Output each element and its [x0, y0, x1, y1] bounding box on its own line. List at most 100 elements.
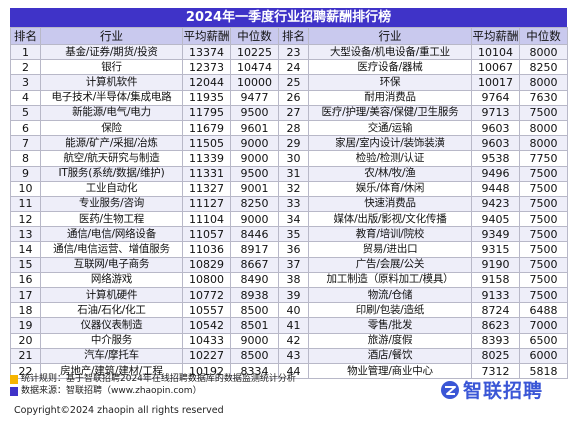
median-salary-cell: 8000 [519, 135, 568, 152]
rank-cell: 39 [278, 286, 309, 304]
avg-salary-cell: 9349 [471, 226, 520, 243]
industry-cell: 计算机硬件 [40, 286, 183, 304]
table-row: 3 计算机软件 12044 10000 25 环保 10017 8000 [10, 74, 568, 91]
rank-cell: 1 [10, 43, 41, 61]
median-salary-cell: 7500 [519, 226, 568, 243]
median-salary-cell: 7630 [519, 89, 568, 106]
industry-cell: 酒店/餐饮 [308, 347, 472, 364]
industry-cell: 电子技术/半导体/集成电路 [40, 89, 183, 106]
median-salary-cell: 9000 [230, 150, 279, 167]
rank-cell: 26 [278, 89, 309, 106]
stat-rule-text: 统计规则：基于智联招聘2024年在线招聘数据库的数据监测统计分析 [21, 374, 296, 384]
avg-salary-cell: 10192 [182, 362, 231, 380]
table-row: 12 医药/生物工程 11104 9000 34 媒体/出版/影视/文化传播 9405 750… [10, 211, 568, 228]
industry-cell: 医疗/护理/美容/保健/卫生服务 [308, 104, 472, 121]
median-salary-cell: 7500 [519, 211, 568, 228]
avg-salary-cell: 10104 [471, 43, 520, 61]
table-row: 1 基金/证券/期货/投资 13374 10225 23 大型设备/机电设备/重工业 101… [10, 43, 568, 61]
industry-cell: 航空/航天研究与制造 [40, 150, 183, 167]
avg-salary-cell: 9190 [471, 256, 520, 273]
table-row: 10 工业自动化 11327 9001 32 娱乐/体育/休闲 9448 7500 [10, 180, 568, 197]
industry-cell: 通信/电信/网络设备 [40, 226, 183, 243]
salary-ranking-table: 排名 行业 平均薪酬 中位数 排名 行业 平均薪酬 中位数 1 基金/证券/期货/… [10, 27, 568, 380]
avg-salary-cell: 10017 [471, 74, 520, 91]
avg-salary-cell: 11127 [182, 195, 231, 213]
source-note: 数据来源：智联招聘（www.zhaopin.com） [10, 385, 296, 397]
avg-salary-cell: 10557 [182, 302, 231, 319]
table-row: 18 石油/石化/化工 10557 8500 40 印刷/包装/造纸 8724 6488 [10, 302, 568, 319]
table-row: 20 中介服务 10433 9000 42 旅游/度假 8393 6500 [10, 332, 568, 349]
header-rank-right: 排名 [278, 27, 309, 45]
rank-cell: 33 [278, 195, 309, 213]
avg-salary-cell: 12373 [182, 59, 231, 76]
header-industry-right: 行业 [308, 27, 472, 45]
table-row: 8 航空/航天研究与制造 11339 9000 30 检验/检测/认证 9538 7750 [10, 150, 568, 167]
industry-cell: IT服务(系统/数据/维护) [40, 165, 183, 182]
avg-salary-cell: 11679 [182, 119, 231, 137]
median-salary-cell: 8250 [230, 195, 279, 213]
rank-cell: 36 [278, 241, 309, 258]
industry-cell: 石油/石化/化工 [40, 302, 183, 319]
industry-cell: 计算机软件 [40, 74, 183, 91]
source-text: 数据来源：智联招聘（www.zhaopin.com） [21, 386, 202, 396]
footnotes: 统计规则：基于智联招聘2024年在线招聘数据库的数据监测统计分析 数据来源：智联… [10, 373, 296, 397]
median-salary-cell: 8000 [519, 74, 568, 91]
industry-cell: 加工制造（原料加工/模具） [308, 271, 472, 289]
industry-cell: 汽车/摩托车 [40, 347, 183, 364]
rank-cell: 27 [278, 104, 309, 121]
median-salary-cell: 8938 [230, 286, 279, 304]
median-salary-cell: 8490 [230, 271, 279, 289]
industry-cell: 工业自动化 [40, 180, 183, 197]
avg-salary-cell: 9405 [471, 211, 520, 228]
logo-text: 智联招聘 [463, 380, 544, 402]
median-salary-cell: 10474 [230, 59, 279, 76]
blue-marker-icon [10, 386, 18, 396]
industry-cell: 耐用消费品 [308, 89, 472, 106]
rank-cell: 6 [10, 119, 41, 137]
rank-cell: 7 [10, 135, 41, 152]
table-row: 16 网络游戏 10800 8490 38 加工制造（原料加工/模具） 9158 7500 [10, 271, 568, 289]
rank-cell: 25 [278, 74, 309, 91]
industry-cell: 物流/仓储 [308, 286, 472, 304]
median-salary-cell: 9477 [230, 89, 279, 106]
avg-salary-cell: 9423 [471, 195, 520, 213]
avg-salary-cell: 10067 [471, 59, 520, 76]
median-salary-cell: 7500 [519, 104, 568, 121]
median-salary-cell: 9500 [230, 104, 279, 121]
avg-salary-cell: 9158 [471, 271, 520, 289]
median-salary-cell: 7500 [519, 241, 568, 258]
yellow-marker-icon [10, 374, 18, 384]
copyright-text: Copyright©2024 zhaopin all rights reserv… [14, 405, 224, 416]
median-salary-cell: 9000 [230, 211, 279, 228]
avg-salary-cell: 9764 [471, 89, 520, 106]
rank-cell: 28 [278, 119, 309, 137]
rank-cell: 42 [278, 332, 309, 349]
median-salary-cell: 8000 [519, 119, 568, 137]
rank-cell: 12 [10, 211, 41, 228]
rank-cell: 8 [10, 150, 41, 167]
avg-salary-cell: 10542 [182, 317, 231, 334]
median-salary-cell: 5818 [519, 362, 568, 380]
rank-cell: 14 [10, 241, 41, 258]
avg-salary-cell: 13374 [182, 43, 231, 61]
avg-salary-cell: 8623 [471, 317, 520, 334]
median-salary-cell: 6000 [519, 347, 568, 364]
industry-cell: 媒体/出版/影视/文化传播 [308, 211, 472, 228]
avg-salary-cell: 7312 [471, 362, 520, 380]
industry-cell: 贸易/进出口 [308, 241, 472, 258]
industry-cell: 物业管理/商业中心 [308, 362, 472, 380]
header-median-right: 中位数 [519, 27, 568, 45]
rank-cell: 16 [10, 271, 41, 289]
median-salary-cell: 6500 [519, 332, 568, 349]
avg-salary-cell: 8025 [471, 347, 520, 364]
median-salary-cell: 6488 [519, 302, 568, 319]
median-salary-cell: 7750 [519, 150, 568, 167]
table-row: 6 保险 11679 9601 28 交通/运输 9603 8000 [10, 119, 568, 137]
rank-cell: 31 [278, 165, 309, 182]
avg-salary-cell: 11505 [182, 135, 231, 152]
industry-cell: 医药/生物工程 [40, 211, 183, 228]
industry-cell: 能源/矿产/采掘/冶炼 [40, 135, 183, 152]
median-salary-cell: 9000 [230, 135, 279, 152]
median-salary-cell: 8500 [230, 347, 279, 364]
avg-salary-cell: 8393 [471, 332, 520, 349]
